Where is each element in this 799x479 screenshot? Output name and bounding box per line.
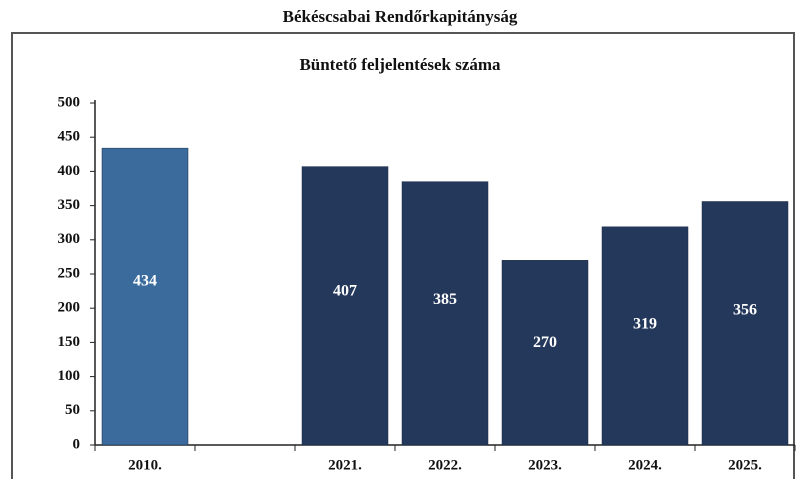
bar [501, 260, 589, 446]
x-tick-label: 2023. [528, 457, 562, 473]
bar [601, 226, 689, 446]
bar [301, 166, 389, 446]
bar [401, 181, 489, 446]
y-tick-label: 150 [58, 334, 81, 350]
data-label: 270 [533, 334, 557, 351]
y-tick-label: 350 [58, 197, 81, 213]
y-tick-label: 100 [58, 368, 81, 384]
data-label: 319 [633, 316, 657, 333]
y-tick-label: 200 [58, 300, 81, 316]
x-tick-label: 2025. [728, 457, 762, 473]
y-tick-label: 0 [73, 436, 81, 452]
data-label: 407 [333, 283, 357, 300]
page-title: Békéscsabai Rendőrkapitányság [283, 7, 518, 26]
bar [101, 147, 189, 446]
y-tick-label: 500 [58, 94, 81, 110]
chart-title: Büntető feljelentések száma [299, 55, 501, 74]
x-tick-label: 2021. [328, 457, 362, 473]
data-label: 385 [433, 291, 457, 308]
x-tick-label: 2024. [628, 457, 662, 473]
y-tick-label: 50 [65, 402, 80, 418]
x-tick-label: 2010. [128, 457, 162, 473]
x-tick-label: 2022. [428, 457, 462, 473]
bar [701, 201, 789, 446]
data-label: 434 [133, 272, 157, 289]
y-tick-label: 300 [58, 231, 81, 247]
data-label: 356 [733, 302, 757, 319]
y-tick-label: 400 [58, 163, 81, 179]
y-tick-label: 450 [58, 129, 81, 145]
y-tick-label: 250 [58, 265, 81, 281]
